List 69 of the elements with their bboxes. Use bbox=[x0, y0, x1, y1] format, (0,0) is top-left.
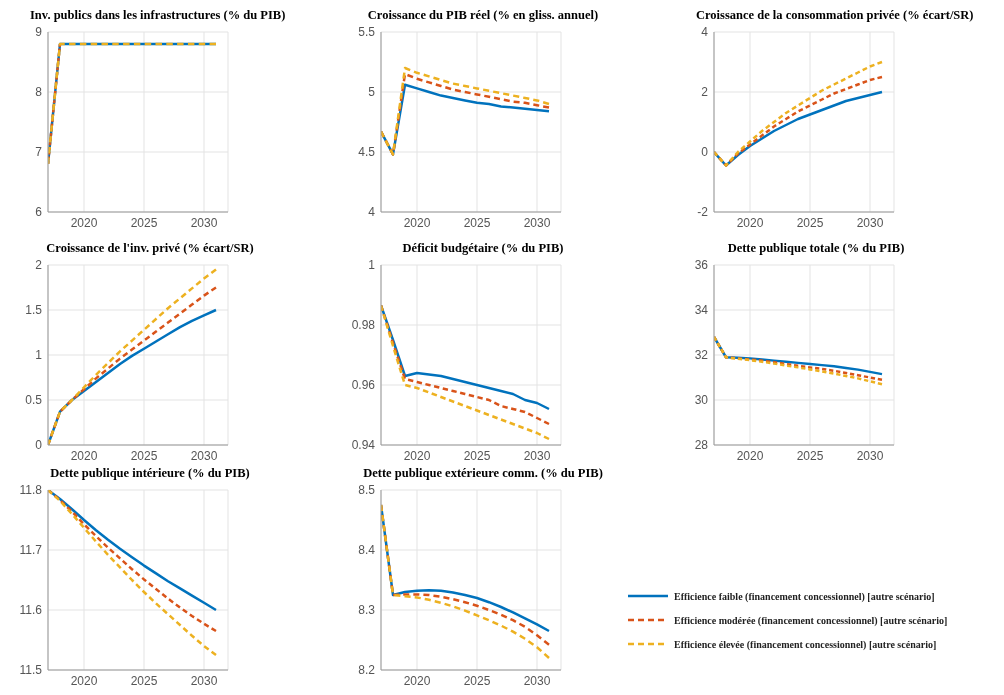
y-tick-label: 2 bbox=[35, 258, 43, 273]
x-tick-label: 2030 bbox=[856, 215, 884, 230]
y-tick-label: 8.3 bbox=[358, 603, 376, 618]
x-tick-label: 2030 bbox=[856, 448, 884, 463]
chart-title: Dette publique extérieure comm. (% du PIB) bbox=[363, 466, 603, 482]
y-tick-label: 36 bbox=[694, 258, 709, 273]
x-tick-label: 2030 bbox=[190, 215, 218, 230]
chart-title: Croissance de l'inv. privé (% écart/SR) bbox=[45, 241, 255, 257]
y-tick-label: 1 bbox=[35, 348, 43, 363]
y-tick-label: 4.5 bbox=[358, 145, 376, 160]
legend-label: Efficience modérée (financement concessionnel) [autre scénario] bbox=[674, 614, 948, 626]
x-tick-label: 2020 bbox=[70, 673, 98, 688]
y-tick-label: 11.5 bbox=[19, 663, 43, 678]
chart-title: Déficit budgétaire (% du PIB) bbox=[401, 241, 565, 257]
legend-label: Efficience élevée (financement concessionnel) [autre scénario] bbox=[674, 638, 937, 650]
x-tick-label: 2030 bbox=[190, 673, 218, 688]
x-tick-label: 2025 bbox=[130, 673, 158, 688]
y-tick-label: 5 bbox=[368, 85, 376, 100]
y-tick-label: 8.2 bbox=[358, 663, 376, 678]
y-tick-label: 4 bbox=[368, 205, 376, 220]
x-tick-label: 2020 bbox=[403, 673, 431, 688]
y-tick-label: 1 bbox=[368, 258, 376, 273]
chart-title: Dette publique totale (% du PIB) bbox=[726, 241, 906, 257]
x-tick-label: 2025 bbox=[463, 448, 491, 463]
legend-label: Efficience faible (financement concessionnel) [autre scénario] bbox=[674, 590, 935, 602]
y-tick-label: 0 bbox=[701, 145, 709, 160]
y-tick-label: 11.6 bbox=[19, 603, 43, 618]
x-tick-label: 2020 bbox=[403, 215, 431, 230]
y-tick-label: 0.94 bbox=[351, 438, 376, 453]
y-tick-label: 8.4 bbox=[358, 543, 376, 558]
chart-title: Croissance de la consommation privée (% écart/SR) bbox=[696, 8, 974, 24]
x-tick-label: 2025 bbox=[130, 215, 158, 230]
y-tick-label: 8 bbox=[35, 85, 43, 100]
y-tick-label: 8.5 bbox=[358, 483, 376, 498]
y-tick-label: 0.98 bbox=[351, 318, 376, 333]
chart-title: Dette publique intérieure (% du PIB) bbox=[49, 466, 251, 482]
x-tick-label: 2020 bbox=[736, 448, 764, 463]
y-tick-label: 34 bbox=[694, 303, 709, 318]
y-tick-label: 30 bbox=[694, 393, 709, 408]
x-tick-label: 2020 bbox=[70, 215, 98, 230]
x-tick-label: 2025 bbox=[796, 215, 824, 230]
y-tick-label: 11.8 bbox=[19, 483, 43, 498]
chart-title: Croissance du PIB réel (% en gliss. annuel) bbox=[366, 8, 600, 24]
x-tick-label: 2025 bbox=[796, 448, 824, 463]
x-tick-label: 2030 bbox=[190, 448, 218, 463]
x-tick-label: 2025 bbox=[463, 673, 491, 688]
x-tick-label: 2025 bbox=[130, 448, 158, 463]
x-tick-label: 2030 bbox=[523, 448, 551, 463]
y-tick-label: 7 bbox=[35, 145, 43, 160]
y-tick-label: 0.96 bbox=[351, 378, 376, 393]
y-tick-label: 0 bbox=[35, 438, 43, 453]
y-tick-label: 32 bbox=[694, 348, 709, 363]
y-tick-label: 28 bbox=[694, 438, 709, 453]
y-tick-label: 4 bbox=[701, 25, 709, 40]
x-tick-label: 2030 bbox=[523, 673, 551, 688]
x-tick-label: 2020 bbox=[403, 448, 431, 463]
y-tick-label: 9 bbox=[35, 25, 43, 40]
y-tick-label: 2 bbox=[701, 85, 709, 100]
y-tick-label: 11.7 bbox=[19, 543, 43, 558]
y-tick-label: -2 bbox=[697, 205, 709, 220]
x-tick-label: 2020 bbox=[736, 215, 764, 230]
y-tick-label: 0.5 bbox=[25, 393, 43, 408]
y-tick-label: 6 bbox=[35, 205, 43, 220]
x-tick-label: 2020 bbox=[70, 448, 98, 463]
y-tick-label: 5.5 bbox=[358, 25, 376, 40]
x-tick-label: 2030 bbox=[523, 215, 551, 230]
chart-title: Inv. publics dans les infrastructures (% du PIB) bbox=[30, 8, 286, 24]
x-tick-label: 2025 bbox=[463, 215, 491, 230]
y-tick-label: 1.5 bbox=[25, 303, 43, 318]
